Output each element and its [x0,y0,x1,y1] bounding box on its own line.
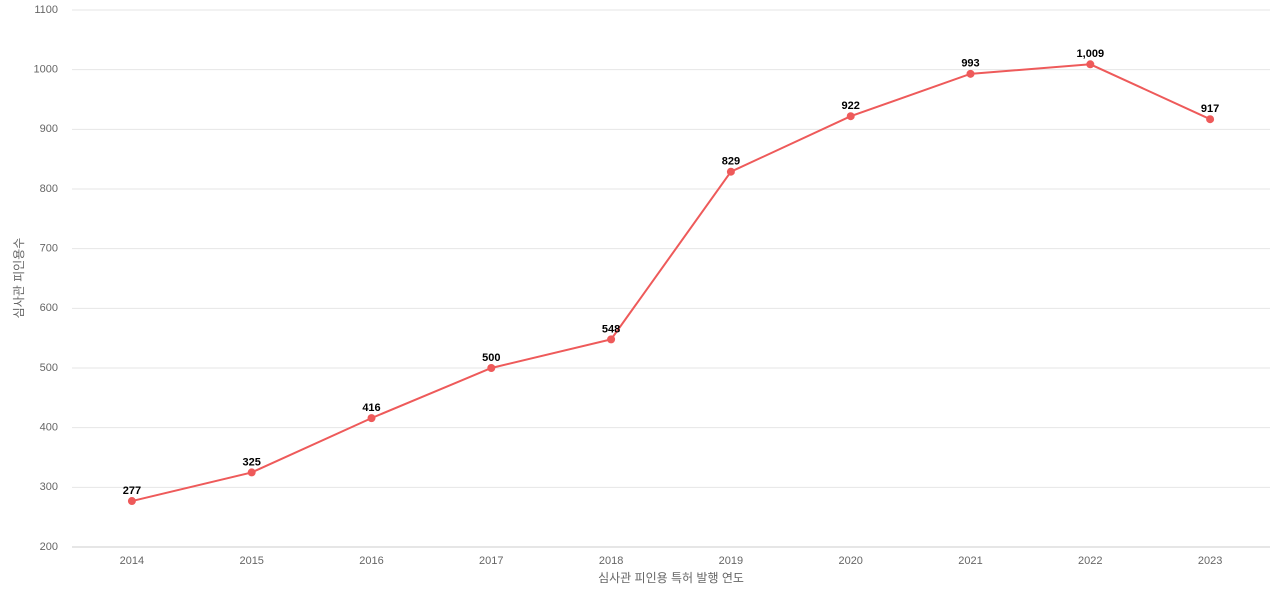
point [1086,60,1095,69]
y-tick-label: 200 [40,541,58,553]
x-axis-label: 심사관 피인용 특허 발행 연도 [598,570,744,585]
y-tick-label: 500 [40,362,58,374]
y-tick-label: 800 [40,183,58,195]
data-label: 1,009 [1077,48,1105,60]
x-tick-label: 2020 [838,555,862,567]
point [367,414,376,423]
data-label: 277 [123,485,141,497]
x-tick-label: 2015 [239,555,263,567]
x-tick-label: 2023 [1198,555,1222,567]
x-tick-label: 2019 [719,555,743,567]
x-tick-label: 2016 [359,555,383,567]
line [131,63,1211,503]
data-label: 829 [722,156,740,168]
data-label: 548 [602,323,620,335]
point [846,112,855,121]
data-label: 416 [362,402,380,414]
x-tick-label: 2021 [958,555,982,567]
y-tick-label: 700 [40,243,58,255]
data-label: 993 [961,58,979,70]
x-tick-label: 2017 [479,555,503,567]
y-tick-label: 400 [40,422,58,434]
data-label: 500 [482,352,500,364]
y-tick-label: 600 [40,302,58,314]
y-tick-label: 1100 [34,4,58,16]
point [247,468,256,477]
x-tick-label: 2014 [120,555,144,567]
data-label: 325 [243,456,261,468]
x-tick-label: 2018 [599,555,623,567]
point [127,497,136,506]
point [607,335,616,344]
point [1206,115,1215,124]
x-tick-label: 2022 [1078,555,1102,567]
y-tick-label: 900 [40,123,58,135]
point [487,364,496,372]
y-tick-label: 300 [40,481,58,493]
data-label: 922 [842,100,860,112]
data-label: 917 [1201,103,1219,115]
y-axis-label: 심사관 피인용수 [12,238,26,319]
point [966,69,975,78]
point [726,167,735,176]
y-tick-label: 1000 [34,64,58,76]
